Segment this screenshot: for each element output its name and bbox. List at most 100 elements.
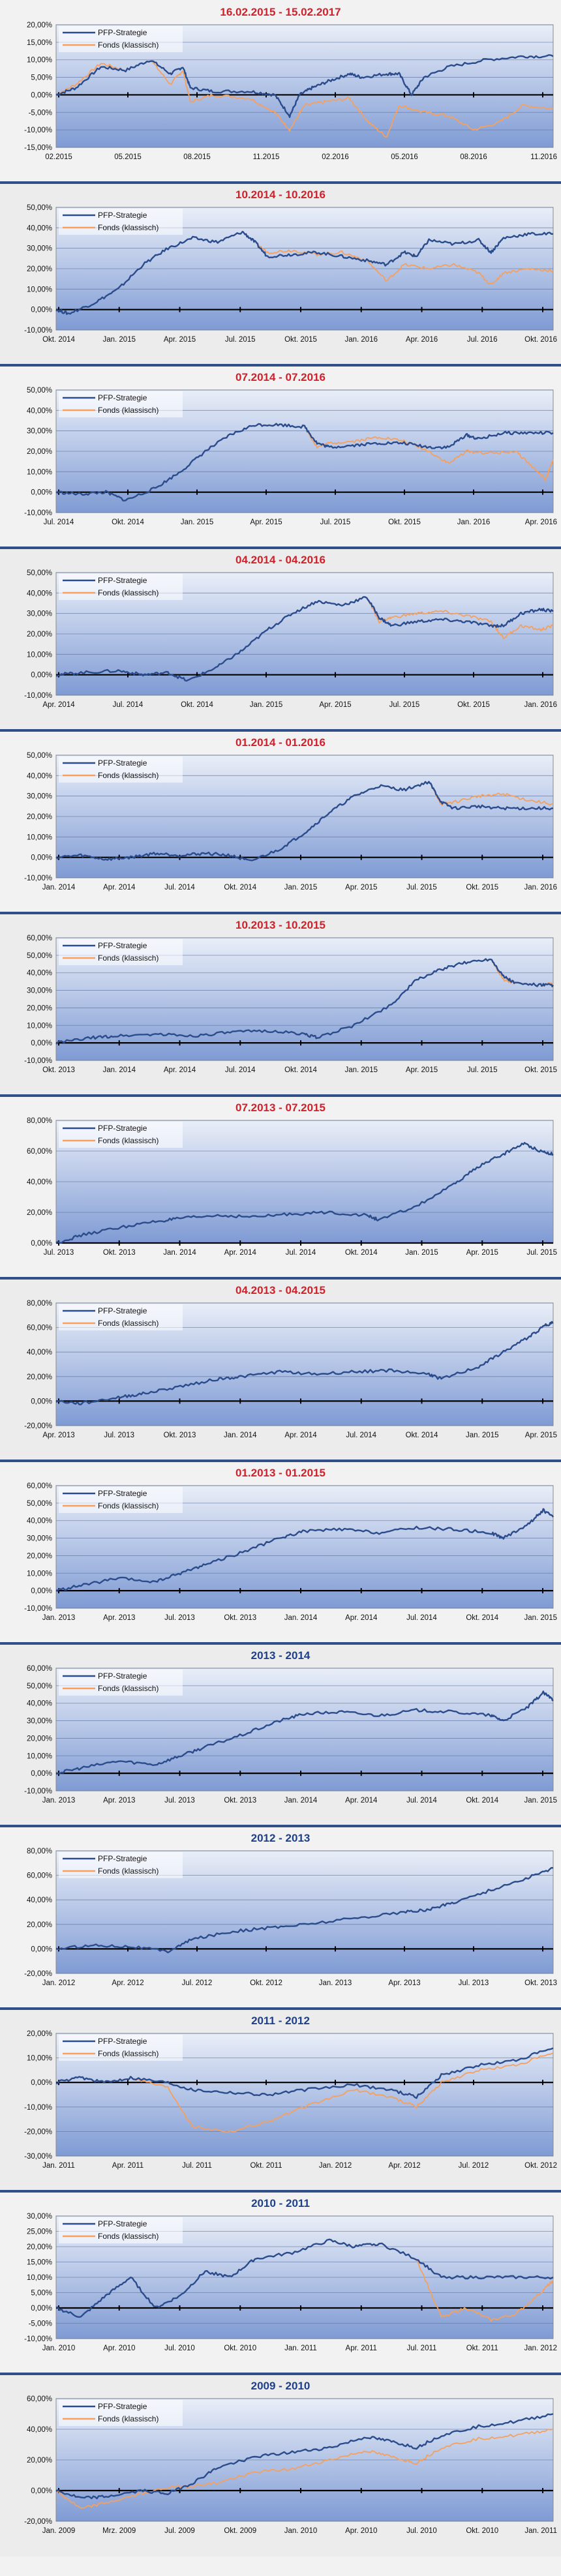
x-tick-label: Jul. 2014: [225, 1066, 256, 1074]
y-tick-label: 30,00%: [27, 1535, 52, 1543]
legend-box: [59, 209, 183, 235]
chart-title: 2013 - 2014: [251, 1649, 311, 1662]
chart-title: 07.2013 - 07.2015: [235, 1101, 326, 1114]
x-tick-label: Jan. 2014: [284, 1614, 318, 1622]
y-tick-label: 5,00%: [31, 74, 52, 82]
x-tick-label: Apr. 2013: [103, 1614, 135, 1622]
x-tick-label: Apr. 2015: [250, 518, 282, 526]
legend-box: [59, 26, 183, 52]
y-tick-label: -30,00%: [24, 2153, 52, 2161]
legend-label-pfp: PFP-Strategie: [98, 758, 147, 768]
x-tick-label: Apr. 2014: [345, 1797, 378, 1805]
y-tick-label: 80,00%: [27, 1300, 52, 1308]
y-tick-label: 40,00%: [27, 772, 52, 780]
legend-label-pfp: PFP-Strategie: [98, 28, 147, 37]
chart-title: 04.2013 - 04.2015: [235, 1284, 326, 1296]
x-tick-label: Jan. 2011: [284, 2344, 317, 2352]
legend-label-fonds: Fonds (klassisch): [98, 1136, 159, 1145]
x-tick-label: Jul. 2015: [467, 1066, 498, 1074]
x-tick-label: Apr. 2011: [112, 2162, 144, 2170]
chart-panel: 01.2013 - 01.2015 60,00% 50,00% 40,00% 30,00…: [0, 1461, 561, 1643]
y-tick-label: -10,00%: [24, 1788, 52, 1795]
x-tick-label: Jul. 2014: [346, 1431, 376, 1439]
series-line-pfp: [55, 1321, 554, 1405]
y-tick-label: 80,00%: [27, 1117, 52, 1125]
series-line-pfp: [55, 1866, 554, 1954]
y-tick-label: -20,00%: [24, 1422, 52, 1430]
x-tick-label: Okt. 2011: [466, 2344, 498, 2352]
y-tick-label: 20,00%: [27, 1921, 52, 1929]
legend-label-fonds: Fonds (klassisch): [98, 771, 159, 780]
y-tick-label: 40,00%: [27, 1700, 52, 1708]
x-tick-label: Jan. 2015: [250, 701, 283, 709]
chart-panel: 10.2013 - 10.2015 60,00% 50,00% 40,00% 30,00…: [0, 913, 561, 1096]
legend: PFP-Strategie Fonds (klassisch): [59, 2217, 183, 2243]
series-line-pfp: [55, 230, 554, 315]
y-tick-label: 20,00%: [27, 1209, 52, 1217]
x-tick-label: Jul. 2012: [182, 1979, 213, 1987]
y-tick-label: 0,00%: [31, 1770, 52, 1778]
series-line-pfp: [55, 1508, 554, 1591]
x-tick-label: 02.2016: [322, 153, 349, 161]
panel-divider: [0, 2373, 561, 2375]
legend-label-fonds: Fonds (klassisch): [98, 2232, 159, 2241]
x-tick-label: Okt. 2015: [524, 1066, 557, 1074]
x-tick-label: Jul. 2015: [526, 1249, 557, 1257]
x-tick-label: Jan. 2014: [163, 1249, 196, 1257]
legend-box: [59, 756, 183, 783]
legend: PFP-Strategie Fonds (klassisch): [59, 26, 183, 52]
chart-title: 2010 - 2011: [251, 2197, 310, 2209]
line-chart: 2011 - 2012 20,00% 10,00% 0,00% -10,00% -20,0…: [24, 2014, 557, 2170]
y-tick-label: 40,00%: [27, 2426, 52, 2434]
x-tick-label: Okt. 2014: [181, 701, 213, 709]
y-tick-label: -5,00%: [29, 2320, 52, 2328]
y-tick-label: -10,00%: [24, 127, 52, 134]
panel-divider: [0, 2007, 561, 2010]
y-tick-label: 40,00%: [27, 1518, 52, 1525]
x-tick-label: Jan. 2012: [524, 2344, 557, 2352]
x-tick-label: Jul. 2014: [406, 1797, 437, 1805]
y-tick-label: 60,00%: [27, 935, 52, 942]
legend: PFP-Strategie Fonds (klassisch): [59, 1122, 183, 1148]
legend: PFP-Strategie Fonds (klassisch): [59, 2400, 183, 2426]
x-tick-label: Jan. 2016: [457, 518, 491, 526]
y-tick-label: 5,00%: [31, 2290, 52, 2298]
chart-panel: 2009 - 2010 60,00% 40,00% 20,00% 0,00% -20,00…: [0, 2374, 561, 2556]
y-tick-label: 15,00%: [27, 2259, 52, 2267]
x-tick-label: Okt. 2013: [103, 1249, 136, 1257]
y-tick-label: 25,00%: [27, 2228, 52, 2236]
legend-label-pfp: PFP-Strategie: [98, 1124, 147, 1133]
x-tick-label: Jan. 2016: [524, 701, 557, 709]
x-tick-label: Apr. 2014: [345, 1614, 378, 1622]
chart-title: 2009 - 2010: [251, 2380, 311, 2392]
y-tick-label: 0,00%: [31, 1945, 52, 1953]
legend-label-fonds: Fonds (klassisch): [98, 1866, 159, 1876]
y-tick-label: 20,00%: [27, 2457, 52, 2464]
y-tick-label: -10,00%: [24, 2104, 52, 2112]
legend: PFP-Strategie Fonds (klassisch): [59, 756, 183, 783]
x-tick-label: Jan. 2013: [42, 1797, 76, 1805]
line-chart: 10.2013 - 10.2015 60,00% 50,00% 40,00% 30,00…: [24, 919, 557, 1074]
legend-box: [59, 391, 183, 417]
x-tick-label: Jan. 2012: [42, 1979, 76, 1987]
x-tick-label: Jan. 2013: [319, 1979, 352, 1987]
line-chart: 01.2014 - 01.2016 50,00% 40,00% 30,00% 20,00…: [24, 736, 557, 891]
x-tick-label: 05.2016: [391, 153, 418, 161]
legend: PFP-Strategie Fonds (klassisch): [59, 1487, 183, 1513]
y-tick-label: 0,00%: [31, 1240, 52, 1248]
x-tick-label: 05.2015: [114, 153, 142, 161]
x-tick-label: Jul. 2010: [406, 2527, 437, 2535]
x-tick-label: Okt. 2010: [224, 2344, 256, 2352]
y-tick-label: 80,00%: [27, 1848, 52, 1855]
legend-box: [59, 2400, 183, 2426]
y-tick-label: 50,00%: [27, 569, 52, 577]
y-tick-label: 0,00%: [31, 2305, 52, 2313]
legend-label-fonds: Fonds (klassisch): [98, 1319, 159, 1328]
x-tick-label: Okt. 2010: [466, 2527, 498, 2535]
line-chart: 07.2013 - 07.2015 80,00% 60,00% 40,00% 20,00…: [27, 1101, 557, 1257]
x-tick-label: Okt. 2014: [284, 1066, 317, 1074]
x-tick-label: Apr. 2014: [284, 1431, 317, 1439]
y-tick-label: 30,00%: [27, 2213, 52, 2221]
chart-panel: 04.2014 - 04.2016 50,00% 40,00% 30,00% 20,00…: [0, 548, 561, 730]
x-tick-label: Okt. 2014: [112, 518, 144, 526]
